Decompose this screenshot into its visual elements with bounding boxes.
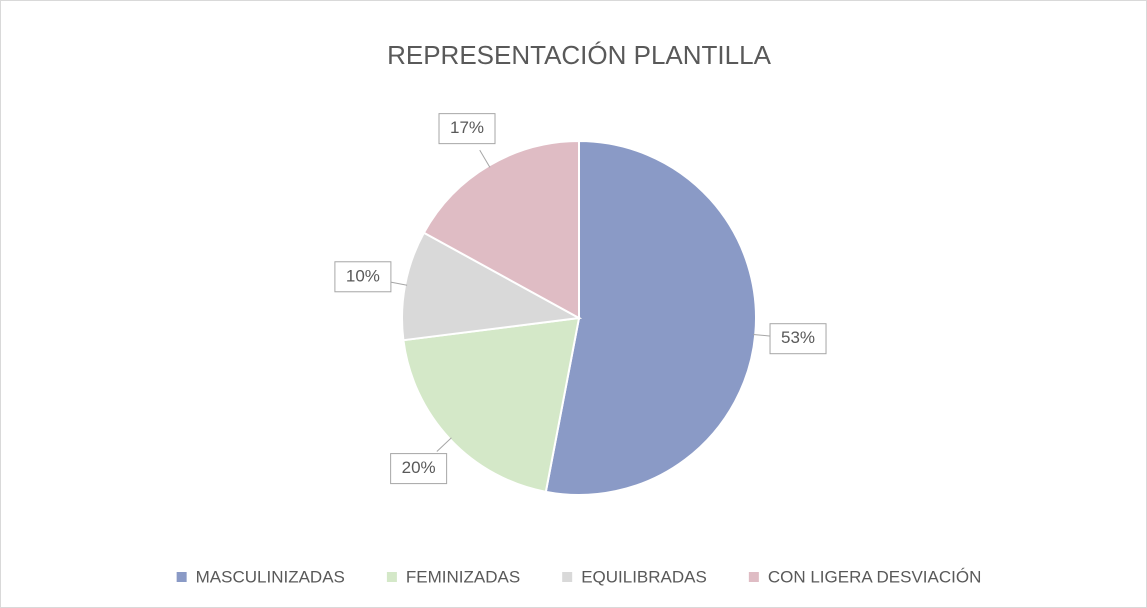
legend-swatch [386, 572, 397, 582]
chart-title: REPRESENTACIÓN PLANTILLA [387, 40, 772, 70]
data-label-box [390, 453, 448, 485]
data-label: 10% [346, 266, 380, 285]
callout-line [436, 437, 452, 452]
legend-label: MASCULINIZADAS [196, 567, 345, 586]
legend-label: FEMINIZADAS [406, 567, 520, 586]
legend-swatch [748, 572, 759, 582]
data-label: 17% [450, 118, 484, 137]
legend-swatch [176, 572, 187, 582]
data-label: 53% [781, 328, 815, 347]
legend-swatch [562, 572, 573, 582]
callout-line [479, 149, 491, 168]
data-label-box [334, 261, 392, 293]
legend-label: EQUILIBRADAS [581, 567, 707, 586]
data-label-box [769, 323, 827, 355]
data-label: 20% [402, 458, 436, 477]
legend-label: CON LIGERA DESVIACIÓN [768, 567, 982, 586]
data-label-box [438, 113, 496, 145]
